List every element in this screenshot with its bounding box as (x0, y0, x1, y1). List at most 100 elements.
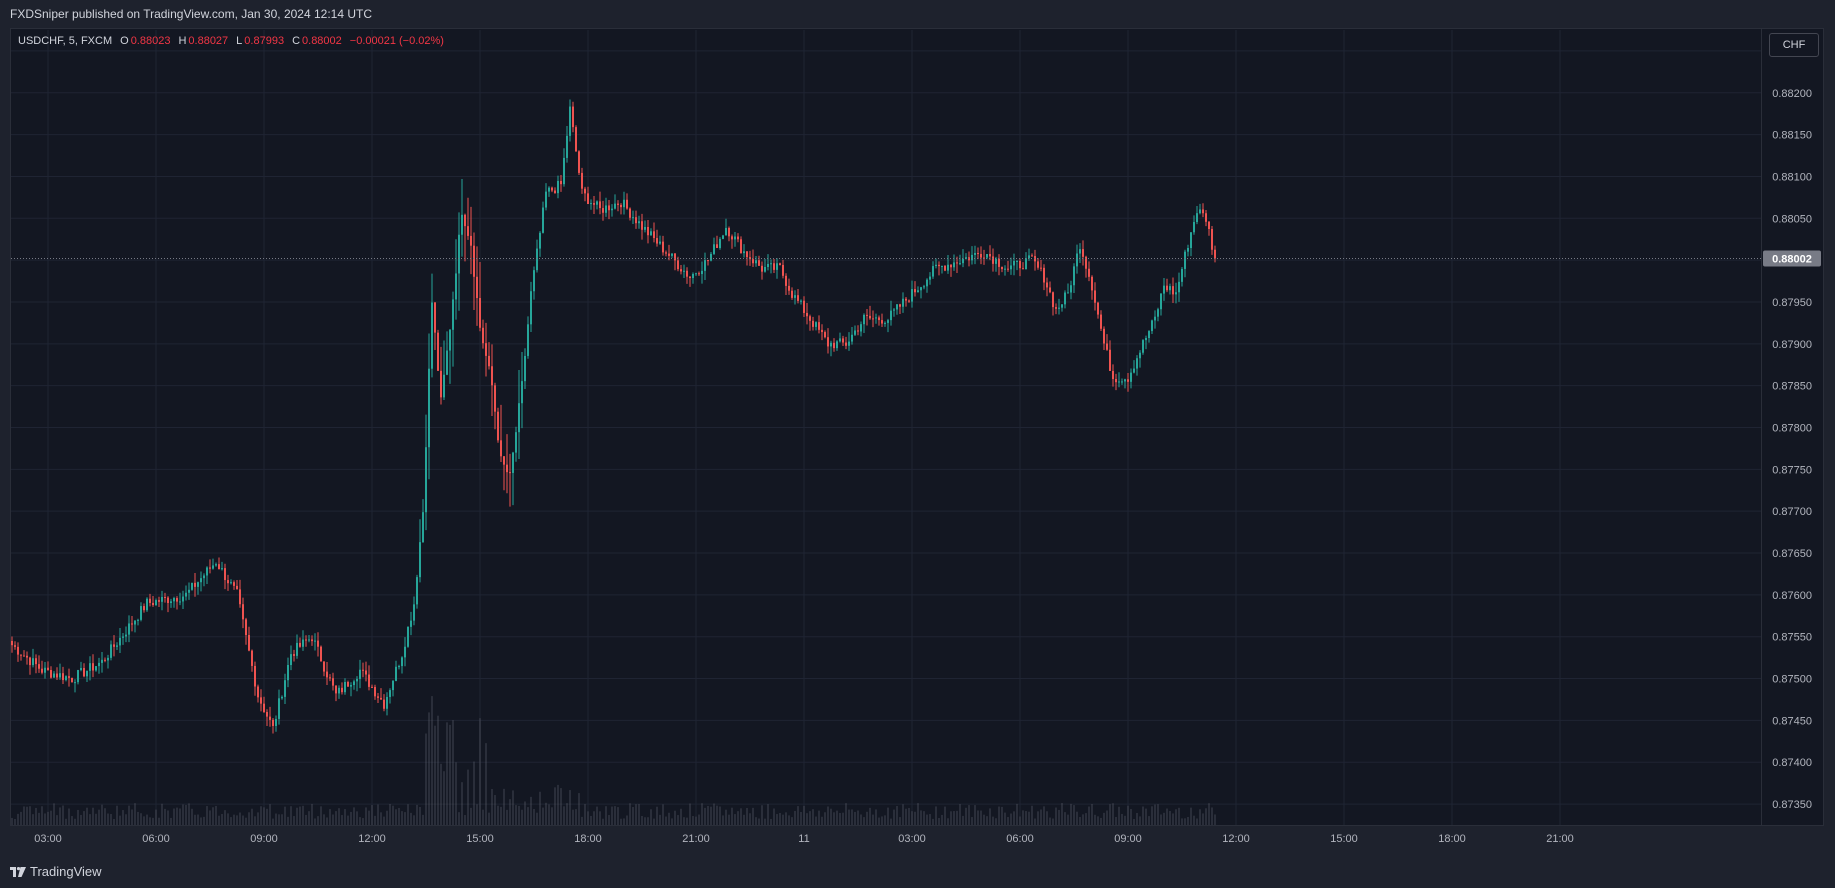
volume-bar (1061, 803, 1063, 825)
candle-body (833, 342, 835, 349)
candle-body (446, 350, 448, 375)
volume-bar (140, 813, 142, 825)
candle-body (209, 567, 211, 569)
candle-body (893, 309, 895, 311)
candle-body (1085, 256, 1087, 269)
volume-bar (524, 801, 526, 825)
candle-body (542, 207, 544, 233)
candle-body (797, 295, 799, 301)
volume-bar (422, 814, 424, 825)
candle-body (143, 606, 145, 611)
volume-bar (179, 808, 181, 825)
volume-bar (1094, 814, 1096, 825)
candle-body (515, 432, 517, 453)
volume-bar (992, 816, 994, 825)
candle-body (341, 687, 343, 693)
candle-body (1109, 349, 1111, 371)
volume-bar (539, 791, 541, 825)
volume-bar (770, 818, 772, 825)
candle-body (962, 258, 964, 264)
chart-grid (11, 30, 1761, 825)
volume-bar (1019, 816, 1021, 825)
volume-bar (779, 813, 781, 825)
volume-bar (1175, 809, 1177, 825)
volume-bar (983, 814, 985, 825)
volume-bar (113, 818, 115, 825)
volume-bar (956, 810, 958, 825)
volume-bar (1112, 803, 1114, 825)
legend-low: 0.87993 (244, 35, 285, 47)
candle-body (476, 276, 478, 299)
volume-bar (419, 806, 421, 825)
tradingview-logo[interactable]: TradingView (10, 864, 102, 879)
candle-body (557, 180, 559, 194)
volume-bar (839, 812, 841, 825)
candle-body (62, 673, 64, 681)
volume-bar (857, 810, 859, 825)
candle-body (326, 671, 328, 678)
volume-bar (512, 790, 514, 825)
candle-body (806, 312, 808, 317)
volume-bar (1034, 818, 1036, 825)
candle-body (506, 464, 508, 473)
candle-body (1154, 316, 1156, 321)
candle-body (1211, 229, 1213, 250)
candle-body (317, 640, 319, 647)
candle-body (491, 366, 493, 386)
candle-body (425, 447, 427, 513)
candle-body (71, 677, 73, 683)
currency-button[interactable]: CHF (1769, 33, 1819, 57)
volume-bar (614, 806, 616, 825)
candle-body (953, 262, 955, 268)
volume-bar (818, 810, 820, 825)
volume-bar (878, 817, 880, 825)
candle-body (479, 298, 481, 328)
candle-body (971, 254, 973, 261)
volume-bar (518, 805, 520, 825)
volume-bar (275, 813, 277, 825)
volume-bar (797, 806, 799, 825)
candle-body (368, 674, 370, 687)
volume-bar (1190, 807, 1192, 825)
candle-body (1037, 261, 1039, 268)
volume-bar (1169, 810, 1171, 825)
candle-body (866, 314, 868, 316)
volume-bar (803, 805, 805, 825)
candle-body (1106, 343, 1108, 350)
volume-bar (971, 817, 973, 825)
candle-body (161, 596, 163, 602)
candle-body (449, 329, 451, 351)
volume-bar (662, 804, 664, 825)
candle-body (701, 270, 703, 275)
candle-body (1040, 267, 1042, 269)
volume-bar (1073, 805, 1075, 825)
legend-symbol[interactable]: USDCHF, 5, FXCM (18, 35, 113, 47)
volume-bar (893, 809, 895, 825)
candle-body (1022, 268, 1024, 270)
volume-bar (173, 808, 175, 825)
volume-bar (20, 811, 22, 825)
volume-bar (92, 807, 94, 825)
price-scale[interactable] (1762, 28, 1824, 826)
candle-body (335, 685, 337, 694)
volume-bar (431, 696, 433, 825)
volume-bar (329, 809, 331, 825)
volume-bar (899, 817, 901, 825)
volume-bar (413, 815, 415, 825)
candle-body (959, 263, 961, 265)
candle-body (638, 221, 640, 224)
volume-bar (581, 816, 583, 825)
volume-bar (362, 818, 364, 825)
candle-body (776, 263, 778, 270)
candle-body (713, 244, 715, 254)
volume-bar (455, 762, 457, 825)
candle-body (791, 290, 793, 298)
candle-body (1016, 260, 1018, 262)
volume-bar (152, 817, 154, 825)
volume-bar (1100, 817, 1102, 825)
candle-body (929, 276, 931, 280)
candle-body (581, 172, 583, 189)
volume-bar (1043, 806, 1045, 825)
candle-body (404, 646, 406, 658)
